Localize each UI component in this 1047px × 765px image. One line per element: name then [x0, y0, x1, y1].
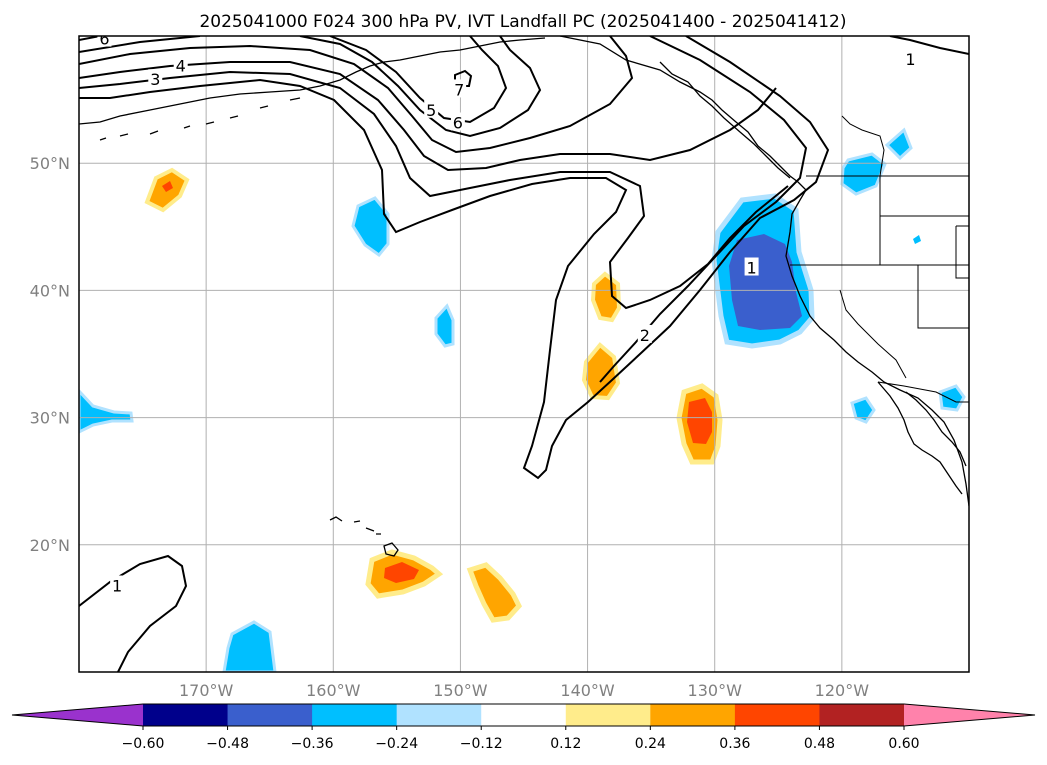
ivt-negative-region [884, 127, 913, 161]
pv-contour-label: 6 [453, 113, 463, 132]
pv-contour-1 [79, 36, 830, 480]
pv-label-mask [452, 79, 467, 98]
gridlines [79, 36, 969, 672]
pv-contour-label: 1 [112, 577, 122, 596]
colorbar-segment [227, 704, 313, 726]
coastline-hawaii [329, 516, 399, 557]
pv-contour-label: 3 [150, 70, 160, 89]
ivt-negative-region [938, 384, 966, 412]
pv-contour-1 [79, 554, 188, 672]
lon-tick-label: 130°W [688, 681, 743, 700]
colorbar-tick-label: 0.48 [804, 736, 835, 752]
colorbar-extend-high [904, 704, 1035, 726]
ivt-shading [79, 127, 966, 672]
colorbar-tick-label: 0.36 [719, 736, 750, 752]
coastline-gulf-of-california [905, 391, 967, 467]
border-east-box [955, 225, 969, 279]
coastline-alaska [79, 37, 546, 125]
pv-contour-label: 5 [426, 101, 436, 120]
ivt-positive-core [687, 398, 712, 444]
pv-contour-label: 1 [746, 259, 756, 278]
lon-tick-label: 120°W [815, 681, 870, 700]
ivt-negative-region [351, 196, 390, 258]
lon-tick-labels: 170°W 160°W 150°W 140°W 130°W 120°W [179, 681, 869, 700]
coastlines [79, 36, 969, 557]
pv-contour-5 [299, 36, 542, 138]
border-states-north [790, 115, 969, 379]
ivt-negative-region [840, 152, 887, 196]
colorbar-segment [312, 704, 398, 726]
pv-contour-3 [79, 61, 777, 172]
ivt-positive-core [384, 562, 419, 583]
colorbar-tick-label: −0.12 [460, 736, 503, 752]
pv-contour-4 [79, 36, 634, 154]
colorbar-extend-low [12, 704, 143, 726]
chart-title: 2025041000 F024 300 hPa PV, IVT Landfall… [199, 12, 846, 32]
colorbar-tick-label: −0.60 [122, 736, 165, 752]
colorbar-segment [734, 704, 820, 726]
ivt-negative-region [850, 396, 876, 424]
pv-label-mask [744, 257, 759, 276]
lon-tick-label: 140°W [560, 681, 615, 700]
lon-tick-label: 150°W [433, 681, 488, 700]
ivt-positive-core [162, 181, 173, 192]
pv-contour-1 [889, 36, 969, 55]
pv-label-mask [148, 69, 163, 88]
coastline-aleutians [99, 97, 301, 141]
pv-label-mask [450, 112, 465, 131]
pv-label-mask [110, 575, 125, 594]
colorbar-tick-label: 0.12 [550, 736, 581, 752]
ivt-positive-region [590, 271, 622, 323]
lat-tick-label: 40°N [30, 281, 70, 300]
colorbar-tick-label: −0.48 [206, 736, 249, 752]
pv-contour-label: 1 [905, 50, 915, 69]
border-us-mexico [877, 381, 969, 403]
pv-label-mask [903, 48, 918, 67]
colorbar: −0.60 −0.48 −0.36 −0.24 −0.12 0.12 0.24 0.36 0.4… [11, 703, 1036, 752]
pv-label-mask [97, 36, 112, 47]
coastline-north-america [559, 36, 969, 507]
lat-tick-label: 30°N [30, 409, 70, 428]
ivt-negative-region [79, 388, 134, 434]
colorbar-segment [481, 704, 567, 726]
pv-label-mask [424, 99, 439, 118]
lon-tick-label: 170°W [179, 681, 234, 700]
colorbar-segment [819, 704, 905, 726]
ivt-negative-region [434, 303, 455, 348]
map-background [79, 36, 969, 672]
lon-tick-label: 160°W [306, 681, 361, 700]
lat-tick-labels: 50°N 40°N 30°N 20°N [30, 154, 70, 555]
pv-contour-6 [329, 36, 508, 124]
pv-contour-label: 6 [99, 30, 109, 49]
coastline-baja [877, 381, 963, 495]
pv-label-mask [637, 324, 652, 343]
ivt-negative-region [913, 235, 921, 244]
ivt-negative-region [222, 620, 277, 672]
colorbar-tick-label: −0.24 [375, 736, 418, 752]
colorbar-segment [396, 704, 482, 726]
pv-label-mask [173, 55, 188, 74]
lat-tick-label: 50°N [30, 154, 70, 173]
colorbar-tick-label: −0.36 [291, 736, 334, 752]
pv-contour-5 [79, 36, 201, 53]
colorbar-segment [650, 704, 736, 726]
coastline-bc-islands [659, 61, 791, 179]
pv-contour-2 [79, 70, 789, 310]
pv-contour-label: 4 [176, 56, 186, 75]
lat-tick-label: 20°N [30, 536, 70, 555]
ivt-positive-region [581, 342, 621, 401]
map-frame [78, 35, 970, 673]
ivt-positive-region [466, 562, 523, 623]
pv-contour-label: 2 [640, 326, 650, 345]
colorbar-segment [565, 704, 651, 726]
colorbar-segment [143, 704, 229, 726]
pv-contour-label: 7 [454, 80, 464, 99]
colorbar-tick-label: 0.60 [888, 736, 919, 752]
colorbar-tick-label: 0.24 [635, 736, 666, 752]
